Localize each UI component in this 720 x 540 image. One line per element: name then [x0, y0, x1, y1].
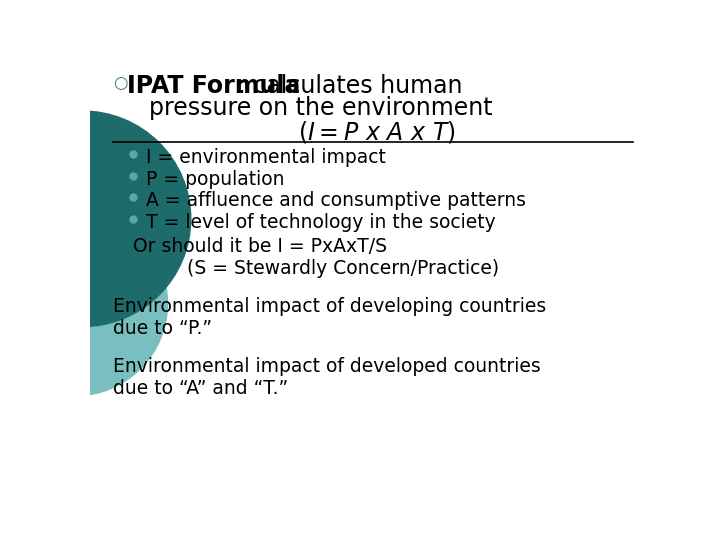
Text: due to “P.”: due to “P.”	[113, 319, 212, 338]
Text: pressure on the environment: pressure on the environment	[149, 96, 492, 119]
Text: $(I = P\ x\ A\ x\ T)$: $(I = P\ x\ A\ x\ T)$	[298, 119, 456, 145]
Text: Or should it be I = PxAxT/S: Or should it be I = PxAxT/S	[132, 237, 387, 256]
Text: Environmental impact of developing countries: Environmental impact of developing count…	[113, 298, 546, 316]
Text: (S = Stewardly Concern/Practice): (S = Stewardly Concern/Practice)	[187, 259, 499, 278]
Circle shape	[0, 211, 168, 396]
Text: IPAT Formula: IPAT Formula	[127, 74, 300, 98]
Text: T = level of technology in the society: T = level of technology in the society	[145, 213, 495, 232]
Text: Environmental impact of developed countries: Environmental impact of developed countr…	[113, 357, 541, 376]
Text: ○: ○	[113, 74, 127, 92]
Text: : calculates human: : calculates human	[238, 74, 462, 98]
Text: due to “A” and “T.”: due to “A” and “T.”	[113, 379, 289, 398]
Text: A = affluence and consumptive patterns: A = affluence and consumptive patterns	[145, 191, 526, 210]
Text: P = population: P = population	[145, 170, 284, 188]
Text: I = environmental impact: I = environmental impact	[145, 148, 386, 167]
Circle shape	[0, 111, 191, 327]
